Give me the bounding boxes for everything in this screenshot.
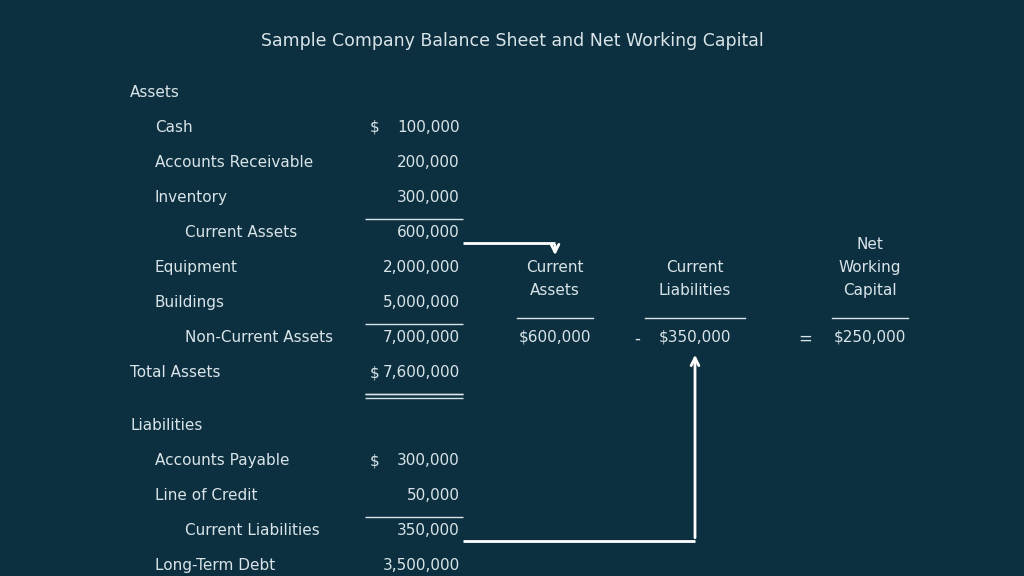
Text: Cash: Cash — [155, 120, 193, 135]
Text: Working: Working — [839, 260, 901, 275]
Text: $: $ — [370, 120, 380, 135]
Text: 5,000,000: 5,000,000 — [383, 295, 460, 310]
Text: 2,000,000: 2,000,000 — [383, 260, 460, 275]
Text: -: - — [634, 330, 640, 348]
Text: Assets: Assets — [130, 85, 180, 100]
Text: 350,000: 350,000 — [397, 523, 460, 538]
Text: 300,000: 300,000 — [397, 190, 460, 205]
Text: Sample Company Balance Sheet and Net Working Capital: Sample Company Balance Sheet and Net Wor… — [261, 32, 763, 50]
Text: Current: Current — [526, 260, 584, 275]
Text: $: $ — [370, 365, 380, 380]
Text: Current: Current — [667, 260, 724, 275]
Text: Current Assets: Current Assets — [185, 225, 297, 240]
Text: Accounts Receivable: Accounts Receivable — [155, 155, 313, 170]
Text: 300,000: 300,000 — [397, 453, 460, 468]
Text: 7,000,000: 7,000,000 — [383, 330, 460, 345]
Text: $: $ — [370, 453, 380, 468]
Text: 50,000: 50,000 — [407, 488, 460, 503]
Text: $600,000: $600,000 — [519, 330, 591, 345]
Text: Assets: Assets — [530, 283, 580, 298]
Text: 7,600,000: 7,600,000 — [383, 365, 460, 380]
Text: Capital: Capital — [843, 283, 897, 298]
Text: Liabilities: Liabilities — [130, 418, 203, 433]
Text: Buildings: Buildings — [155, 295, 225, 310]
Text: Line of Credit: Line of Credit — [155, 488, 257, 503]
Text: Accounts Payable: Accounts Payable — [155, 453, 290, 468]
Text: 200,000: 200,000 — [397, 155, 460, 170]
Text: Long-Term Debt: Long-Term Debt — [155, 558, 275, 573]
Text: 3,500,000: 3,500,000 — [383, 558, 460, 573]
Text: Inventory: Inventory — [155, 190, 228, 205]
Text: 100,000: 100,000 — [397, 120, 460, 135]
Text: =: = — [798, 330, 812, 348]
Text: Total Assets: Total Assets — [130, 365, 220, 380]
Text: $250,000: $250,000 — [834, 330, 906, 345]
Text: $350,000: $350,000 — [658, 330, 731, 345]
Text: Current Liabilities: Current Liabilities — [185, 523, 319, 538]
Text: Liabilities: Liabilities — [658, 283, 731, 298]
Text: Equipment: Equipment — [155, 260, 238, 275]
Text: Non-Current Assets: Non-Current Assets — [185, 330, 333, 345]
Text: 600,000: 600,000 — [397, 225, 460, 240]
Text: Net: Net — [856, 237, 884, 252]
